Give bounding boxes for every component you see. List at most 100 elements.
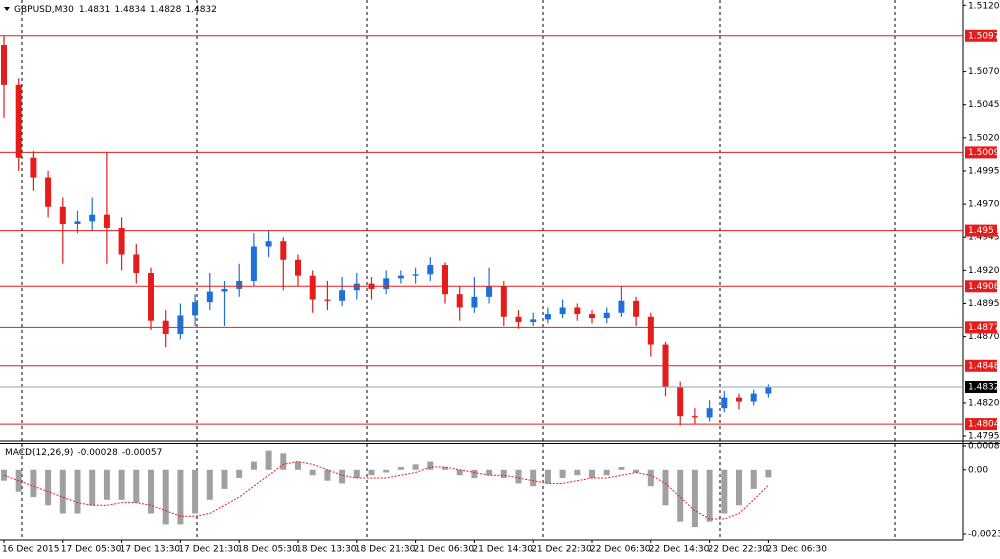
level-label-box: [965, 280, 997, 293]
candle-body: [74, 221, 81, 224]
macd-bar: [456, 469, 463, 476]
y-tick-label: 1.4795: [968, 432, 1000, 442]
candle-body: [618, 300, 625, 313]
y-tick-label: -0.00235: [968, 530, 1000, 540]
macd-bar: [192, 469, 199, 514]
macd-bar: [295, 461, 301, 470]
candle-body: [471, 296, 478, 308]
macd-signal-value: -0.00057: [122, 448, 162, 458]
menu-arrow[interactable]: [4, 7, 10, 11]
candle-body: [1, 45, 7, 85]
level-label-box: [965, 224, 997, 237]
header-high: 1.4834: [114, 5, 146, 15]
candle-body: [765, 386, 772, 394]
candle-body: [45, 177, 52, 207]
y-tick-label: 1.4870: [968, 332, 1000, 342]
macd-bar: [662, 469, 669, 506]
y-tick-label: 1.4820: [968, 398, 1000, 408]
macd-bar: [74, 469, 81, 514]
macd-bar: [706, 469, 713, 522]
candle-body: [59, 206, 66, 224]
header-close: 1.4832: [185, 5, 217, 15]
macd-bar: [236, 469, 243, 478]
candle-body: [677, 386, 684, 417]
level-label: 1.4848: [968, 361, 1000, 371]
candle-body: [118, 227, 125, 255]
x-tick-label: 21 Dec 06:30: [414, 545, 475, 555]
macd-bar: [559, 469, 566, 478]
x-tick-label: 22 Dec 14:30: [649, 545, 710, 555]
candle-body: [221, 288, 228, 292]
x-tick-label: 18 Dec 13:30: [296, 545, 357, 555]
candle-body: [236, 280, 243, 289]
macd-bar: [368, 469, 375, 476]
candle-body: [148, 273, 154, 321]
macd-bar: [89, 469, 96, 506]
macd-bar: [603, 469, 610, 476]
macd-bar: [633, 469, 640, 473]
macd-bar: [177, 469, 184, 525]
macd-bar: [618, 467, 625, 470]
candle-body: [280, 241, 287, 260]
candle-body: [486, 286, 493, 297]
y-tick-label: 1.4895: [968, 299, 1000, 309]
level-label: 1.5097: [968, 31, 1000, 41]
macd-bar: [736, 469, 742, 506]
candle-body: [750, 393, 757, 402]
level-label-box: [965, 418, 997, 431]
macd-bar: [500, 469, 507, 478]
header-low: 1.4828: [150, 5, 182, 15]
candle-body: [192, 302, 199, 316]
macd-bar: [45, 469, 52, 506]
level-label: 1.4877: [968, 323, 1000, 333]
candle-body: [574, 307, 581, 315]
candle-body: [736, 397, 742, 402]
level-label-box: [965, 29, 997, 42]
level-label-box: [965, 146, 997, 159]
header-open: 1.4831: [79, 5, 111, 15]
macd-bar: [118, 469, 125, 500]
macd-bar: [515, 469, 522, 484]
candle-body: [206, 291, 213, 303]
candle-body: [633, 300, 640, 317]
candle-body: [89, 214, 96, 222]
candle-body: [353, 283, 360, 291]
time-grid: [21, 0, 896, 540]
macd-bar: [677, 469, 684, 522]
x-tick-label: 17 Dec 05:30: [61, 545, 122, 555]
level-label-box: [965, 359, 997, 372]
y-tick-label: 0.00: [968, 465, 988, 475]
level-label: 1.5009: [968, 148, 1000, 158]
last-price-label: 1.4832: [968, 382, 1000, 392]
y-tick-label: 1.4995: [968, 166, 1000, 176]
macd-bar: [309, 469, 316, 476]
candle-body: [603, 312, 610, 319]
x-tick-label: 23 Dec 06:30: [766, 545, 827, 555]
macd-bar: [412, 464, 419, 470]
level-label: 1.495: [968, 226, 994, 236]
macd-bar: [544, 469, 551, 484]
macd-bar: [133, 469, 140, 503]
x-tick-label: 16 Dec 2015: [2, 545, 60, 555]
last-price-box: [965, 380, 997, 393]
macd-title: MACD(12,26,9): [5, 448, 73, 458]
candle-body: [250, 246, 257, 281]
candle-body: [721, 397, 728, 409]
y-tick-label: 1.4945: [968, 233, 1000, 243]
x-tick-label: 21 Dec 22:30: [531, 545, 592, 555]
macd-bar: [721, 469, 728, 514]
candle-body: [339, 290, 346, 301]
candle-body: [559, 307, 566, 315]
macd-bar: [530, 469, 537, 487]
candle-body: [647, 316, 654, 345]
x-tick-label: 17 Dec 21:30: [178, 545, 239, 555]
candle-body: [427, 265, 434, 275]
macd-bar: [250, 461, 257, 470]
candle-body: [500, 286, 507, 317]
macd-bar: [265, 450, 272, 470]
level-label-box: [965, 321, 997, 334]
macd-bar: [750, 469, 757, 489]
candle-body: [15, 84, 22, 158]
